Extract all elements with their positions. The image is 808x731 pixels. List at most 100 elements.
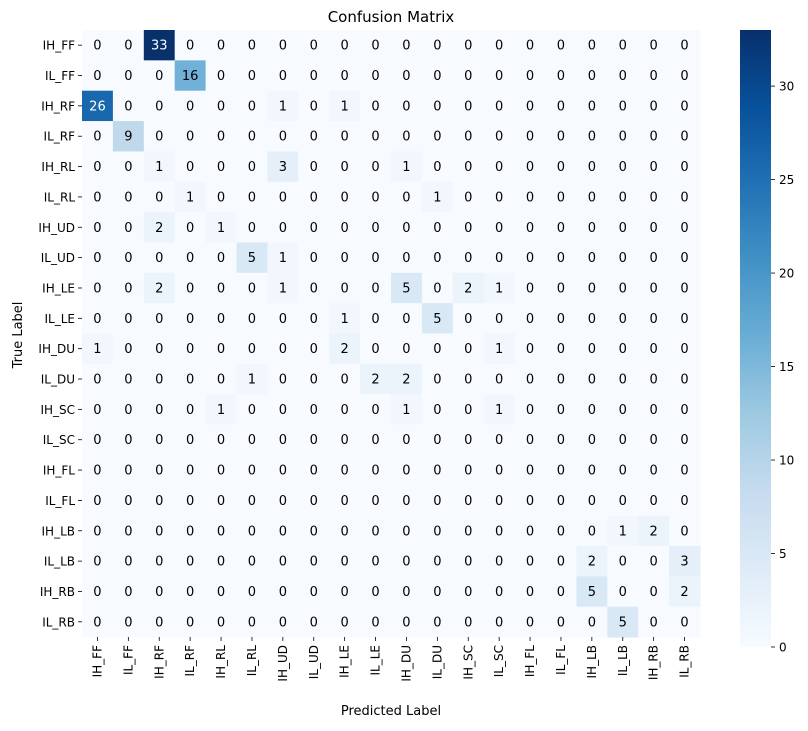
heatmap-cell	[391, 121, 423, 152]
cell-value-label: 0	[93, 130, 101, 145]
cell-value-label: 0	[557, 403, 565, 418]
heatmap-cell	[607, 606, 639, 638]
cell-value-label: 0	[433, 251, 441, 266]
heatmap-cell	[576, 151, 608, 183]
colorbar-tick-label: 30	[779, 80, 794, 94]
heatmap-cell	[391, 242, 423, 274]
heatmap-cell	[669, 333, 701, 365]
cell-value-label: 0	[341, 524, 349, 539]
heatmap-cell	[576, 424, 608, 456]
heatmap-cell	[267, 545, 299, 577]
x-tick-label: IL_SC	[492, 645, 506, 677]
cell-value-label: 0	[124, 190, 132, 205]
heatmap-cell	[143, 576, 176, 608]
cell-value-label: 0	[248, 69, 256, 84]
cell-value-label: 0	[217, 251, 225, 266]
heatmap-cell	[360, 606, 392, 638]
cell-value-label: 0	[155, 373, 163, 388]
cell-value-label: 0	[310, 524, 318, 539]
heatmap-cell	[669, 454, 701, 486]
heatmap-cell	[483, 424, 516, 456]
cell-value-label: 0	[371, 494, 379, 509]
cell-value-label: 0	[433, 494, 441, 509]
heatmap-cell	[267, 272, 299, 304]
cell-value-label: 0	[124, 69, 132, 84]
cell-value-label: 0	[186, 312, 194, 327]
cell-value-label: 0	[93, 373, 101, 388]
cell-value-label: 0	[526, 69, 534, 84]
cell-value-label: 5	[248, 251, 256, 266]
heatmap-cell	[669, 515, 701, 547]
cell-value-label: 0	[680, 433, 688, 448]
cell-value-label: 0	[402, 433, 410, 448]
heatmap-cell	[82, 545, 114, 577]
cell-value-label: 0	[495, 221, 503, 236]
heatmap-cell	[669, 121, 701, 152]
cell-value-label: 1	[279, 99, 287, 114]
cell-value-label: 0	[371, 69, 379, 84]
cell-value-label: 2	[155, 281, 163, 296]
cell-value-label: 2	[464, 281, 472, 296]
heatmap-cell	[174, 60, 207, 92]
heatmap-cell	[638, 212, 670, 243]
heatmap-cell	[112, 151, 145, 183]
y-tick-label: IH_UD	[38, 221, 75, 235]
cell-value-label: 0	[93, 494, 101, 509]
heatmap-cell	[576, 242, 608, 274]
cell-value-label: 0	[186, 221, 194, 236]
heatmap-cell	[329, 606, 361, 638]
cell-value-label: 0	[464, 433, 472, 448]
cell-value-label: 0	[588, 190, 596, 205]
cell-value-label: 0	[619, 433, 627, 448]
cell-value-label: 1	[619, 524, 627, 539]
cell-value-label: 0	[248, 130, 256, 145]
heatmap-cell	[360, 424, 392, 456]
heatmap-cell	[174, 485, 207, 517]
heatmap-cell	[236, 30, 268, 61]
cell-value-label: 0	[93, 190, 101, 205]
heatmap-cell	[545, 272, 577, 304]
cell-value-label: 0	[124, 615, 132, 630]
y-tick-label: IH_FL	[43, 464, 75, 478]
cell-value-label: 0	[619, 69, 627, 84]
cell-value-label: 0	[402, 251, 410, 266]
heatmap-cell	[638, 515, 670, 547]
x-tick-label: IL_RF	[183, 645, 197, 677]
cell-value-label: 0	[464, 615, 472, 630]
heatmap-cell	[236, 90, 268, 122]
cell-value-label: 0	[526, 160, 534, 175]
heatmap-cell	[391, 363, 423, 395]
cell-value-label: 0	[186, 251, 194, 266]
cell-value-label: 0	[186, 99, 194, 114]
y-tick-label: IH_FF	[43, 39, 75, 53]
cell-value-label: 0	[371, 190, 379, 205]
heatmap-cell	[267, 181, 299, 213]
cell-value-label: 0	[557, 373, 565, 388]
heatmap-cell	[298, 424, 330, 456]
heatmap-cell	[391, 454, 423, 486]
heatmap-cell	[360, 485, 392, 517]
x-tick-label: IL_FF	[121, 645, 135, 675]
chart-title: Confusion Matrix	[328, 8, 455, 26]
x-tick-label: IL_LB	[616, 645, 630, 676]
cell-value-label: 0	[248, 342, 256, 357]
x-tick-label: IL_UD	[307, 645, 321, 679]
cell-value-label: 0	[650, 433, 658, 448]
heatmap-cell	[452, 454, 485, 486]
cell-value-label: 0	[341, 494, 349, 509]
heatmap-cell	[82, 576, 114, 608]
heatmap-cell	[112, 212, 145, 243]
heatmap-cell	[545, 454, 577, 486]
cell-value-label: 0	[124, 433, 132, 448]
heatmap-cell	[607, 576, 639, 608]
heatmap-cell	[514, 576, 546, 608]
heatmap-cell	[391, 181, 423, 213]
heatmap-cell	[298, 90, 330, 122]
heatmap-cell	[483, 272, 516, 304]
heatmap-cell	[391, 333, 423, 365]
cell-value-label: 0	[310, 190, 318, 205]
heatmap-cell	[174, 181, 207, 213]
cell-value-label: 1	[495, 403, 503, 418]
heatmap-cell	[143, 545, 176, 577]
